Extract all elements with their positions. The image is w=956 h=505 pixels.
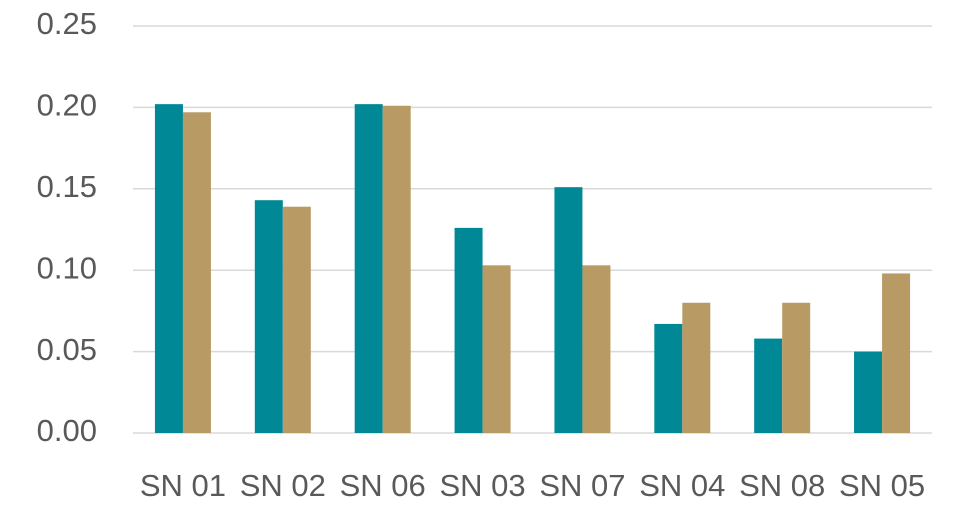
x-tick-label: SN 01	[140, 468, 226, 503]
x-tick-label: SN 02	[240, 468, 326, 503]
x-tick-label: SN 08	[739, 468, 825, 503]
y-tick-label: 0.10	[37, 250, 97, 285]
bar	[482, 265, 511, 433]
bar	[282, 206, 311, 433]
bar	[254, 200, 283, 433]
bar	[382, 105, 411, 433]
x-tick-label: SN 06	[340, 468, 426, 503]
y-tick-label: 0.20	[37, 88, 97, 123]
x-tick-label: SN 03	[439, 468, 525, 503]
y-tick-label: 0.05	[37, 332, 97, 367]
x-tick-label: SN 07	[539, 468, 625, 503]
x-tick-label: SN 05	[839, 468, 925, 503]
bar	[782, 302, 811, 433]
y-tick-label: 0.00	[37, 413, 97, 448]
x-tick-label: SN 04	[639, 468, 725, 503]
bar	[754, 338, 783, 433]
bar	[154, 104, 183, 434]
y-tick-label: 0.15	[37, 169, 97, 204]
bar	[854, 351, 883, 433]
bar	[182, 112, 211, 433]
bar	[354, 104, 383, 434]
bar	[882, 273, 911, 433]
bar	[554, 187, 583, 433]
bar	[654, 323, 683, 433]
bar	[582, 265, 611, 433]
bar	[682, 302, 711, 433]
bar	[454, 227, 483, 433]
y-tick-label: 0.25	[37, 6, 97, 41]
